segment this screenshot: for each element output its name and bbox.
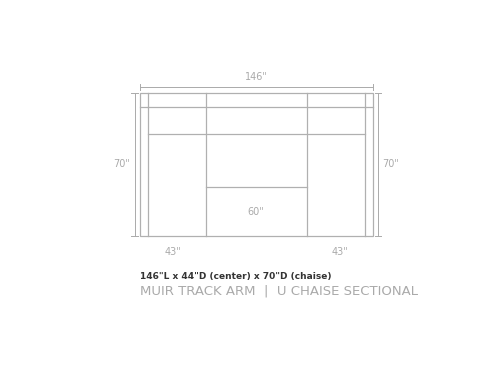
Text: 146"L x 44"D (center) x 70"D (chaise): 146"L x 44"D (center) x 70"D (chaise) bbox=[140, 272, 332, 281]
Text: 43": 43" bbox=[164, 247, 182, 257]
Text: 146": 146" bbox=[245, 72, 268, 82]
Bar bbox=[140, 93, 372, 236]
Text: MUIR TRACK ARM  |  U CHAISE SECTIONAL: MUIR TRACK ARM | U CHAISE SECTIONAL bbox=[140, 285, 418, 297]
Text: 70": 70" bbox=[382, 159, 400, 170]
Text: 70": 70" bbox=[113, 159, 130, 170]
Text: 43": 43" bbox=[331, 247, 348, 257]
Text: 60": 60" bbox=[248, 207, 264, 217]
